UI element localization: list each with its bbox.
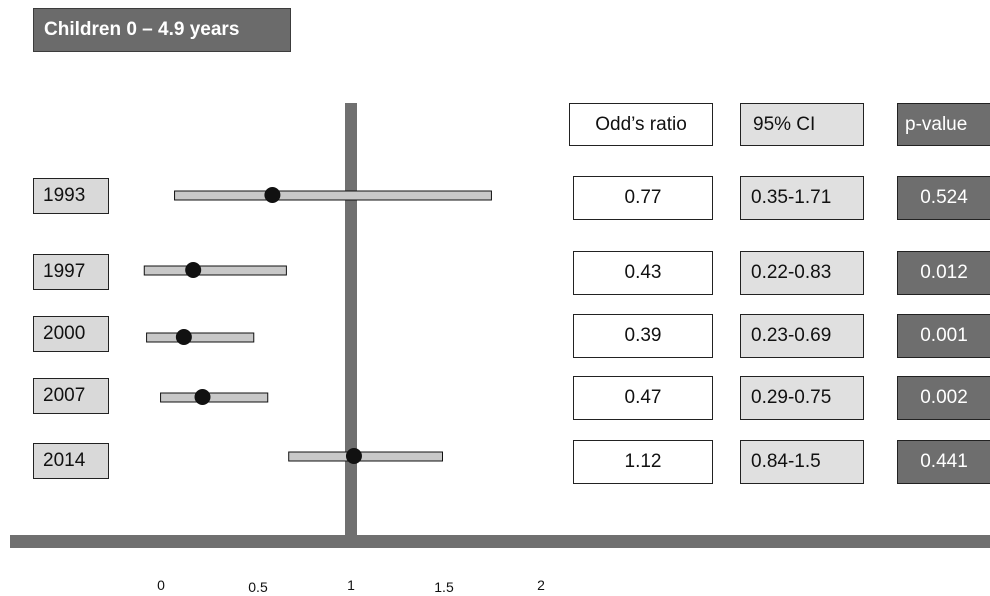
odds-ratio-2000: 0.39 — [573, 314, 713, 358]
p-value-2014: 0.441 — [897, 440, 990, 484]
year-label-1997: 1997 — [33, 254, 109, 290]
ci-2014: 0.84-1.5 — [740, 440, 864, 484]
ci-bar-2014 — [288, 451, 443, 462]
year-label-2000: 2000 — [33, 316, 109, 352]
p-value-1993: 0.524 — [897, 176, 990, 220]
x-tick-label: 0 — [157, 577, 165, 593]
p-value-2000: 0.001 — [897, 314, 990, 358]
point-estimate-2014 — [345, 448, 362, 464]
ci-bar-2007 — [160, 392, 269, 403]
x-axis-bar — [10, 535, 990, 548]
p-value-2007: 0.002 — [897, 376, 990, 420]
year-label-2007: 2007 — [33, 378, 109, 414]
x-tick-label: 0.5 — [248, 579, 268, 595]
odds-ratio-2014: 1.12 — [573, 440, 713, 484]
ci-bar-1997 — [143, 265, 287, 276]
ci-1997: 0.22-0.83 — [740, 251, 864, 295]
year-label-2014: 2014 — [33, 443, 109, 479]
ci-header: 95% CI — [740, 103, 864, 146]
x-tick-label: 1.5 — [434, 579, 454, 595]
p-value-1997: 0.012 — [897, 251, 990, 295]
point-estimate-2007 — [194, 389, 211, 405]
odds-ratio-1993: 0.77 — [573, 176, 713, 220]
odds-ratio-header: Odd’s ratio — [569, 103, 713, 146]
point-estimate-2000 — [175, 329, 192, 345]
reference-line — [345, 103, 357, 535]
ci-bar-1993 — [174, 190, 492, 201]
odds-ratio-2007: 0.47 — [573, 376, 713, 420]
ci-2000: 0.23-0.69 — [740, 314, 864, 358]
point-estimate-1997 — [185, 262, 202, 278]
ci-bar-2000 — [146, 332, 255, 343]
p-value-header: p-value — [897, 103, 990, 146]
x-tick-label: 2 — [537, 577, 545, 593]
odds-ratio-1997: 0.43 — [573, 251, 713, 295]
point-estimate-1993 — [264, 187, 281, 203]
year-label-1993: 1993 — [33, 178, 109, 214]
ci-1993: 0.35-1.71 — [740, 176, 864, 220]
chart-title: Children 0 – 4.9 years — [33, 8, 291, 52]
x-tick-label: 1 — [347, 577, 355, 593]
ci-2007: 0.29-0.75 — [740, 376, 864, 420]
